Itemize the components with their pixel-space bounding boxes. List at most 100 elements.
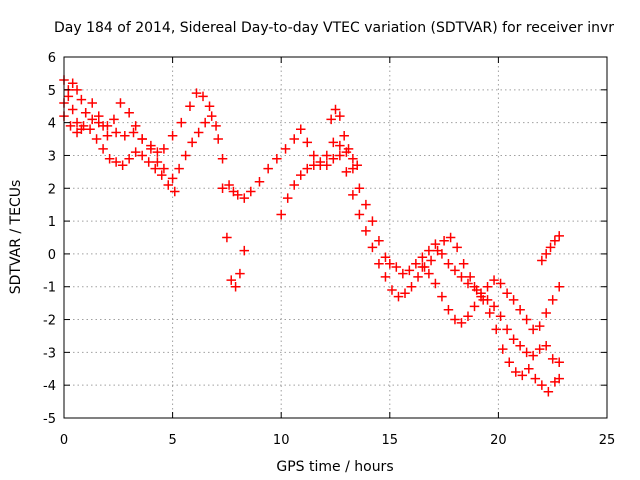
data-point-track-d bbox=[406, 281, 417, 292]
data-point-track-b bbox=[239, 245, 250, 256]
data-point-track-a bbox=[367, 216, 378, 226]
data-point-track-a bbox=[76, 94, 87, 105]
data-point-track-f bbox=[541, 308, 551, 318]
data-point-track-b bbox=[174, 163, 184, 174]
data-point-track-f bbox=[469, 301, 480, 312]
data-point-track-a bbox=[204, 101, 215, 111]
y-tick-label: -3 bbox=[43, 346, 56, 361]
data-point-track-a bbox=[176, 117, 187, 128]
x-tick-label: 25 bbox=[599, 433, 616, 448]
data-point-track-d bbox=[302, 163, 313, 174]
data-point-track-d bbox=[380, 272, 391, 282]
data-point-track-c bbox=[156, 170, 167, 180]
data-point-track-f bbox=[437, 291, 447, 302]
data-point-track-b bbox=[80, 108, 91, 118]
data-point-track-c bbox=[124, 153, 134, 164]
data-point-track-a bbox=[159, 144, 169, 154]
data-point-track-a bbox=[246, 186, 256, 197]
data-point-track-g bbox=[541, 249, 551, 259]
data-point-track-a bbox=[450, 265, 460, 276]
data-point-track-c bbox=[85, 124, 95, 134]
data-point-track-e bbox=[348, 153, 358, 164]
data-point-track-a bbox=[424, 245, 434, 256]
data-point-track-d bbox=[484, 308, 495, 318]
data-point-track-c bbox=[117, 160, 128, 171]
data-point-track-e bbox=[330, 104, 341, 115]
data-point-track-c bbox=[150, 163, 160, 174]
data-point-track-b bbox=[206, 111, 217, 121]
data-point-track-c bbox=[137, 150, 147, 161]
data-point-track-d bbox=[328, 137, 339, 148]
data-point-track-c bbox=[111, 157, 121, 167]
data-point-track-b bbox=[102, 131, 113, 141]
data-point-track-d bbox=[517, 370, 528, 381]
data-point-track-a bbox=[385, 259, 395, 269]
data-point-track-d bbox=[458, 259, 469, 269]
data-point-track-a bbox=[111, 127, 121, 138]
data-point-track-g bbox=[550, 236, 560, 246]
x-tick-label: 10 bbox=[273, 433, 290, 448]
data-point-track-f bbox=[430, 278, 441, 289]
data-point-track-b bbox=[130, 121, 141, 131]
data-point-track-f bbox=[534, 321, 545, 331]
data-point-track-d bbox=[387, 285, 397, 295]
data-point-track-a bbox=[128, 127, 139, 138]
data-point-track-d bbox=[504, 357, 515, 367]
data-point-track-b bbox=[235, 268, 245, 279]
data-point-track-f bbox=[521, 314, 532, 325]
data-point-track-f bbox=[450, 314, 460, 325]
data-point-track-a bbox=[152, 147, 163, 157]
data-point-track-d bbox=[497, 344, 508, 354]
data-point-track-d bbox=[348, 190, 358, 200]
data-point-track-a bbox=[217, 153, 228, 164]
data-point-track-b bbox=[193, 127, 204, 138]
data-point-track-b bbox=[137, 134, 147, 144]
data-point-track-e bbox=[339, 131, 349, 141]
data-point-track-b bbox=[98, 121, 108, 131]
data-point-track-b bbox=[72, 117, 82, 128]
data-point-track-d bbox=[426, 255, 436, 266]
data-point-track-d bbox=[439, 236, 449, 246]
data-point-track-a bbox=[167, 131, 178, 141]
data-point-track-a bbox=[72, 85, 82, 95]
data-point-track-d bbox=[289, 180, 299, 190]
data-point-track-c bbox=[65, 121, 76, 131]
data-point-track-a bbox=[120, 131, 130, 141]
data-point-track-a bbox=[185, 101, 195, 111]
y-tick-label: 0 bbox=[48, 248, 56, 263]
data-point-track-b bbox=[152, 157, 163, 167]
data-point-track-b bbox=[180, 150, 191, 161]
data-point-track-a bbox=[211, 121, 221, 131]
data-point-track-a bbox=[404, 265, 415, 276]
axis-ticks: 0 5 10 15 20 25 -5 -4 -3 -2 -1 0 1 2 3 4 5 6 bbox=[43, 51, 615, 448]
data-point-track-a bbox=[398, 268, 408, 279]
data-point-track-d bbox=[471, 285, 482, 295]
data-point-track-a bbox=[374, 236, 384, 246]
data-point-track-a bbox=[198, 91, 208, 102]
data-point-track-g bbox=[537, 255, 547, 266]
y-axis-label: SDTVAR / TECUs bbox=[8, 180, 24, 295]
data-point-track-a bbox=[224, 180, 234, 190]
data-point-track-a bbox=[335, 140, 345, 151]
data-point-track-a bbox=[456, 272, 467, 282]
data-point-track-d bbox=[276, 209, 286, 220]
data-point-track-a bbox=[534, 344, 545, 354]
data-point-track-f bbox=[424, 268, 434, 279]
data-point-track-a bbox=[328, 153, 339, 164]
data-point-track-a bbox=[309, 150, 319, 161]
data-point-track-g bbox=[545, 242, 556, 253]
data-point-track-a bbox=[380, 252, 391, 262]
data-point-track-a bbox=[87, 114, 97, 125]
data-point-track-a bbox=[361, 199, 371, 210]
x-tick-label: 5 bbox=[168, 433, 176, 448]
data-point-track-a bbox=[280, 144, 291, 154]
data-point-track-f bbox=[456, 318, 467, 328]
data-point-track-b bbox=[217, 183, 228, 194]
data-point-track-b bbox=[213, 134, 223, 144]
data-point-track-a bbox=[67, 78, 78, 89]
data-point-track-b bbox=[200, 117, 210, 128]
y-tick-label: 6 bbox=[48, 51, 56, 66]
data-point-track-b bbox=[115, 98, 126, 108]
data-point-track-d bbox=[530, 373, 541, 384]
